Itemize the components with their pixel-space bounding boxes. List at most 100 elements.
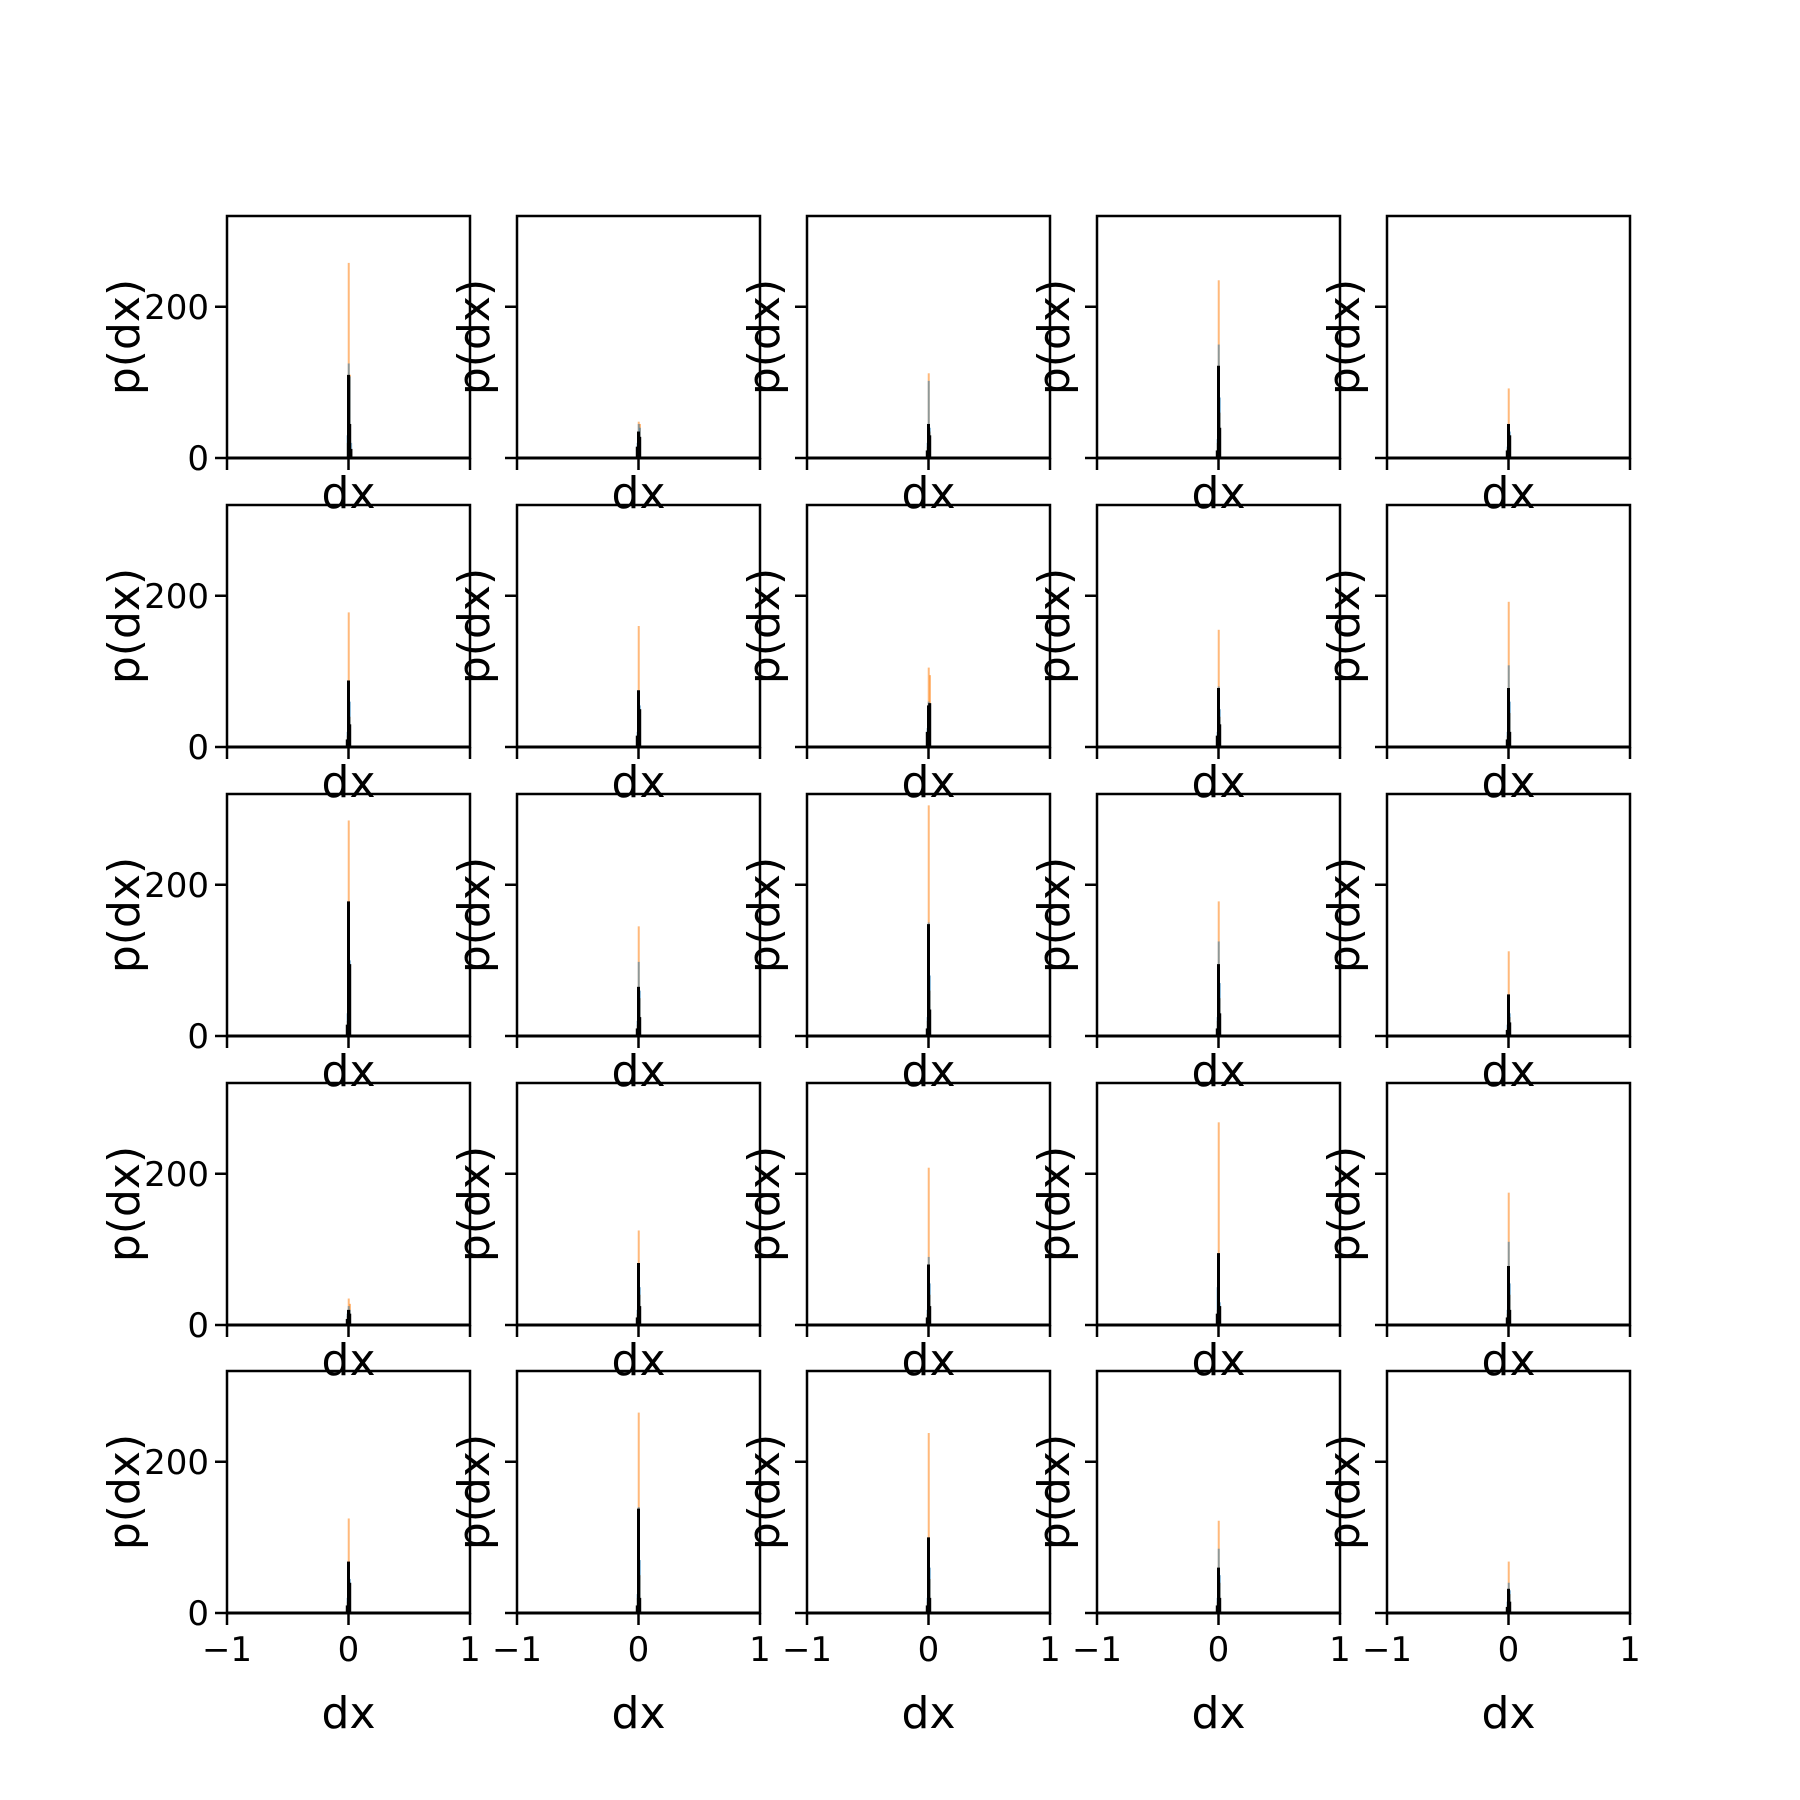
orange-hist-bar [1507,951,1510,1036]
y-tick-label: 0 [187,1594,209,1634]
y-axis-label: p(dx) [449,279,500,395]
y-tick-label: 0 [187,728,209,768]
y-tick-label: 0 [187,1306,209,1346]
x-tick-label: −1 [1362,1630,1412,1670]
x-tick-label: 1 [749,1630,771,1670]
subplot-r1-c1: 0 200 dx p(dx) [99,214,472,519]
x-axis-label: dx [612,1688,666,1739]
x-axis-label: dx [1482,1688,1536,1739]
y-axis-label: p(dx) [99,279,150,395]
y-axis-label: p(dx) [1319,568,1370,684]
x-axis-label: dx [1482,468,1536,519]
y-tick-label: 200 [144,577,209,617]
orange-hist-bar [347,262,350,458]
y-axis-label: p(dx) [449,1146,500,1262]
x-axis-label: dx [322,1688,376,1739]
subplot-r5-c3: −1 0 1 dx p(dx) [739,1369,1061,1739]
y-tick-label: 0 [187,439,209,479]
orange-hist-bar [1217,1122,1220,1325]
y-axis-label: p(dx) [99,568,150,684]
y-axis-label: p(dx) [1029,1434,1080,1550]
subplot-r3-c3: dx p(dx) [739,792,1052,1097]
x-tick-label: 0 [1498,1630,1520,1670]
y-axis-label: p(dx) [99,1434,150,1550]
axes-frame [225,1081,472,1327]
subplot-r4-c2: dx p(dx) [449,1081,762,1386]
y-axis-label: p(dx) [449,1434,500,1550]
subplot-r3-c1: 0 200 dx p(dx) [99,792,472,1097]
x-tick-label: −1 [782,1630,832,1670]
orange-hist-bar [347,612,350,747]
y-tick-label: 0 [187,1017,209,1057]
subplot-r2-c2: dx p(dx) [449,503,762,808]
x-axis-label: dx [612,1335,666,1386]
subplot-r2-c3: dx p(dx) [739,503,1052,808]
subplot-r3-c2: dx p(dx) [449,792,762,1097]
x-axis-label: dx [322,1335,376,1386]
x-axis-label: dx [612,1046,666,1097]
y-axis-label: p(dx) [739,1434,790,1550]
x-tick-label: 0 [918,1630,940,1670]
x-axis-label: dx [902,757,956,808]
x-axis-label: dx [902,1046,956,1097]
x-tick-label: 1 [1039,1630,1061,1670]
x-axis-label: dx [902,1335,956,1386]
subplot-r4-c4: dx p(dx) [1029,1081,1342,1386]
y-axis-label: p(dx) [1319,1146,1370,1262]
subplot-r4-c1: 0 200 dx p(dx) [99,1081,472,1386]
x-axis-label: dx [612,757,666,808]
y-axis-label: p(dx) [739,857,790,973]
subplot-r5-c5: −1 0 1 dx p(dx) [1319,1369,1641,1739]
x-axis-label: dx [1482,757,1536,808]
y-axis-label: p(dx) [739,279,790,395]
x-axis-label: dx [322,1046,376,1097]
orange-hist-bar [927,1433,930,1613]
x-axis-label: dx [902,468,956,519]
subplot-r1-c5: dx p(dx) [1319,214,1632,519]
x-tick-label: 0 [628,1630,650,1670]
x-axis-label: dx [322,757,376,808]
orange-hist-bar [927,805,930,1036]
subplot-r5-c4: −1 0 1 dx p(dx) [1029,1369,1351,1739]
x-axis-label: dx [1192,1688,1246,1739]
y-axis-label: p(dx) [1029,568,1080,684]
y-axis-label: p(dx) [1029,279,1080,395]
y-axis-label: p(dx) [1319,857,1370,973]
y-axis-label: p(dx) [1029,857,1080,973]
y-axis-label: p(dx) [1029,1146,1080,1262]
subplot-r1-c2: dx p(dx) [449,214,762,519]
x-axis-label: dx [1192,1335,1246,1386]
x-axis-label: dx [1192,757,1246,808]
y-axis-label: p(dx) [739,568,790,684]
subplot-r4-c3: dx p(dx) [739,1081,1052,1386]
y-axis-label: p(dx) [1319,1434,1370,1550]
subplot-r2-c1: 0 200 dx p(dx) [99,503,472,808]
x-tick-label: −1 [202,1630,252,1670]
x-axis-label: dx [1482,1335,1536,1386]
subplot-r3-c4: dx p(dx) [1029,792,1342,1097]
subplot-r1-c4: dx p(dx) [1029,214,1342,519]
x-tick-label: 1 [1329,1630,1351,1670]
x-axis-label: dx [1482,1046,1536,1097]
y-axis-label: p(dx) [449,857,500,973]
x-axis-label: dx [612,468,666,519]
x-axis-label: dx [1192,468,1246,519]
subplot-r3-c5: dx p(dx) [1319,792,1632,1097]
orange-hist-bar [1507,388,1510,458]
subplot-r4-c5: dx p(dx) [1319,1081,1632,1386]
y-axis-label: p(dx) [99,1146,150,1262]
orange-hist-bar [927,1167,930,1325]
x-tick-label: 1 [459,1630,481,1670]
x-axis-label: dx [1192,1046,1246,1097]
y-tick-label: 200 [144,1155,209,1195]
x-tick-label: 1 [1619,1630,1641,1670]
x-axis-label: dx [902,1688,956,1739]
orange-hist-bar [637,626,640,747]
y-tick-label: 200 [144,1443,209,1483]
x-tick-label: −1 [492,1630,542,1670]
x-tick-label: 0 [338,1630,360,1670]
y-axis-label: p(dx) [449,568,500,684]
x-tick-label: 0 [1208,1630,1230,1670]
